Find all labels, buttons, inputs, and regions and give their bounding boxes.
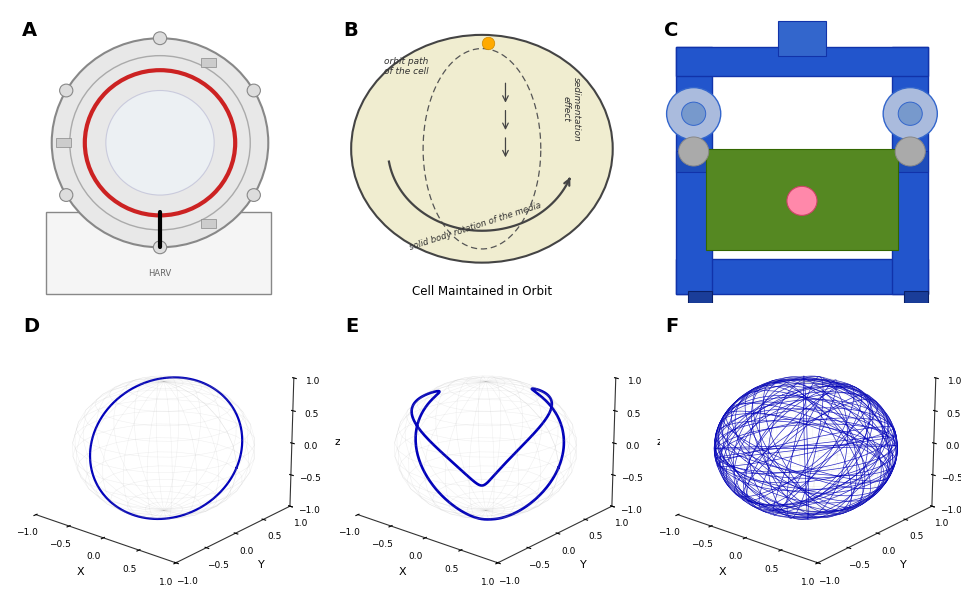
Circle shape [106,91,214,195]
Y-axis label: Y: Y [580,560,587,570]
Circle shape [154,32,166,45]
Circle shape [896,137,925,166]
Bar [904,291,928,302]
Circle shape [154,241,166,253]
Text: Cell Maintained in Orbit: Cell Maintained in Orbit [412,284,552,298]
Circle shape [787,186,817,215]
Text: D: D [23,317,39,336]
Y-axis label: Y: Y [900,560,907,570]
Circle shape [247,84,260,97]
Circle shape [681,102,705,125]
Text: A: A [22,21,37,40]
Circle shape [60,84,73,97]
Text: F: F [665,317,678,336]
Bar [676,259,928,294]
Bar [201,58,215,67]
Bar [676,151,928,172]
X-axis label: X: X [399,566,407,577]
Y-axis label: Y: Y [259,560,265,570]
X-axis label: X: X [719,566,727,577]
Circle shape [60,189,73,201]
Bar [57,139,71,147]
Circle shape [351,35,613,263]
Text: E: E [345,317,358,336]
Circle shape [899,102,923,125]
Bar [688,291,712,302]
Circle shape [678,137,708,166]
Bar [676,47,928,76]
Text: C: C [664,21,678,40]
Text: B: B [344,21,358,40]
Text: orbit path
of the cell: orbit path of the cell [383,57,429,76]
Text: solid body rotation of the media: solid body rotation of the media [408,201,542,252]
Bar [892,47,928,294]
Bar [777,21,826,56]
Bar [676,47,712,294]
Text: sedimentation
effect: sedimentation effect [561,76,580,142]
Circle shape [52,38,268,247]
Circle shape [883,88,937,140]
Circle shape [667,88,721,140]
Text: HARV: HARV [148,269,172,278]
X-axis label: X: X [77,566,85,577]
Bar [201,219,215,227]
Bar [705,149,899,250]
Circle shape [247,189,260,201]
Bar [46,212,271,294]
